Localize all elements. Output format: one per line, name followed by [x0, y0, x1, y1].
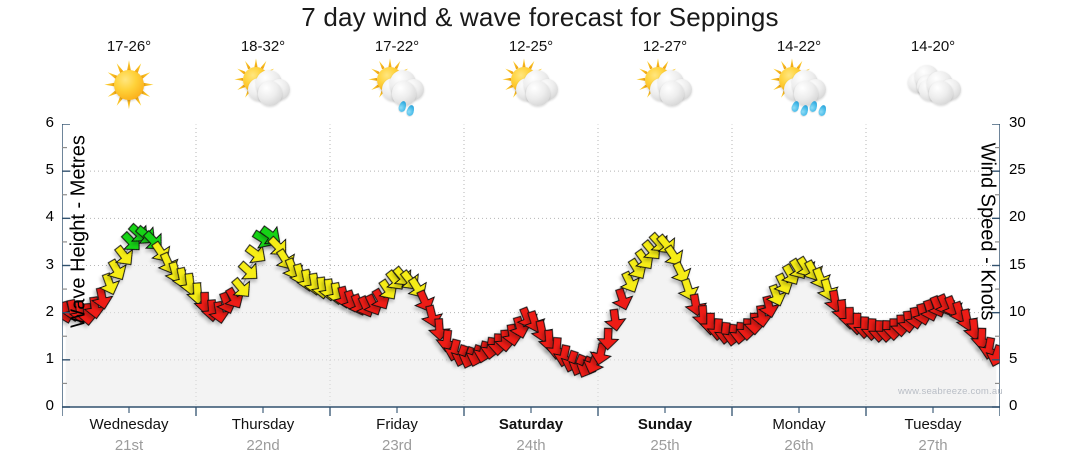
- day-label-sunday: Sunday 25th: [598, 414, 732, 470]
- wind-arrow: [596, 327, 620, 351]
- sun-cloud-rain-icon: [762, 57, 836, 117]
- day-label-wednesday: Wednesday 21st: [62, 414, 196, 470]
- wind-arrow: [603, 308, 627, 332]
- left-tick-4: 4: [45, 208, 54, 226]
- day-label-friday: Friday 23rd: [330, 414, 464, 470]
- day-name: Saturday: [498, 416, 564, 433]
- wind-arrow: [757, 295, 781, 319]
- day-label-strip: Wednesday 21st Thursday 22nd Friday 23rd Satur…: [62, 414, 1000, 470]
- wind-arrow: [619, 270, 641, 293]
- chart-title: 7 day wind & wave forecast for Seppings: [301, 2, 779, 32]
- wind-arrow: [114, 244, 134, 266]
- cloud-icon: [226, 57, 300, 115]
- right-tick-20: 20: [1009, 208, 1026, 226]
- day-name: Wednesday: [89, 416, 169, 433]
- day-header-strip: 17-26° 18-32° 17-22° 12-25° 12-27° 14-22° 14-2…: [62, 38, 1000, 124]
- wind-arrow: [611, 287, 634, 311]
- chart-canvas: [62, 124, 1000, 416]
- left-tick-0: 0: [45, 397, 54, 414]
- cloud-front-icon: [896, 57, 970, 115]
- sun-icon: [92, 57, 166, 115]
- right-tick-5: 5: [1009, 349, 1018, 367]
- day-label-thursday: Thursday 22nd: [196, 414, 330, 470]
- cloud-icon: [494, 57, 568, 115]
- rain-drops-icon: [762, 57, 836, 117]
- wind-arrow: [106, 258, 127, 281]
- cloud-icon: [360, 57, 434, 115]
- day-name: Monday: [772, 416, 826, 433]
- day-label-tuesday: Tuesday 27th: [866, 414, 1000, 470]
- day-date: 21st: [114, 437, 144, 454]
- right-axis-label: Wind Speed - Knots: [976, 142, 999, 321]
- right-tick-0: 0: [1009, 397, 1018, 414]
- right-tick-25: 25: [1009, 161, 1026, 179]
- day-header-thursday: 18-32°: [196, 38, 330, 124]
- temperature-range: 18-32°: [240, 38, 286, 55]
- left-tick-2: 2: [45, 302, 54, 320]
- wind-arrow: [98, 272, 121, 296]
- plot-area: Wave Height - Metres Wind Speed - Knots: [62, 124, 1000, 416]
- wind-arrow: [985, 344, 1000, 367]
- day-name: Sunday: [637, 416, 693, 433]
- temperature-range: 12-25°: [508, 38, 554, 55]
- day-name: Tuesday: [904, 416, 962, 433]
- right-tick-10: 10: [1009, 302, 1026, 320]
- site-watermark: www.seabreeze.com.au: [898, 386, 1003, 397]
- day-header-friday: 17-22°: [330, 38, 464, 124]
- left-tick-3: 3: [45, 255, 54, 273]
- wind-arrow: [231, 276, 251, 297]
- day-name: Friday: [376, 416, 418, 433]
- right-tick-15: 15: [1009, 255, 1026, 273]
- day-date: 26th: [784, 437, 814, 454]
- day-date: 25th: [650, 437, 680, 454]
- day-label-monday: Monday 26th: [732, 414, 866, 470]
- left-tick-1: 1: [45, 349, 54, 367]
- day-header-wednesday: 17-26°: [62, 38, 196, 124]
- wind-arrow: [765, 283, 788, 307]
- wind-arrow: [237, 260, 258, 280]
- day-header-tuesday: 14-20°: [866, 38, 1000, 124]
- temperature-range: 14-22°: [776, 38, 822, 55]
- temperature-range: 17-22°: [374, 38, 420, 55]
- wind-arrow: [670, 261, 692, 284]
- temperature-range: 12-27°: [642, 38, 688, 55]
- day-date: 24th: [516, 437, 546, 454]
- left-axis-label: Wave Height - Metres: [67, 135, 90, 328]
- cloudy-icon: [896, 57, 970, 115]
- left-tick-6: 6: [45, 114, 54, 131]
- day-header-saturday: 12-25°: [464, 38, 598, 124]
- day-name: Thursday: [231, 416, 295, 433]
- day-header-sunday: 12-27°: [598, 38, 732, 124]
- day-date: 22nd: [246, 437, 280, 454]
- right-tick-30: 30: [1009, 114, 1026, 131]
- sun-cloud-rain-icon: [360, 57, 434, 117]
- cloud-icon: [628, 57, 702, 115]
- day-label-saturday: Saturday 24th: [464, 414, 598, 470]
- cloud-icon: [762, 57, 836, 115]
- day-header-monday: 14-22°: [732, 38, 866, 124]
- sun-cloud-icon: [628, 57, 702, 115]
- day-date: 27th: [918, 437, 948, 454]
- temperature-range: 14-20°: [910, 38, 956, 55]
- day-date: 23rd: [381, 437, 413, 454]
- wind-arrow: [244, 244, 266, 264]
- sun-cloud-icon: [494, 57, 568, 115]
- wind-arrow: [664, 244, 684, 266]
- left-tick-5: 5: [45, 161, 54, 179]
- sun-cloud-icon: [226, 57, 300, 115]
- temperature-range: 17-26°: [106, 38, 152, 55]
- rain-drops-icon: [360, 57, 434, 117]
- wind-arrow: [208, 300, 231, 324]
- sun-icon: [92, 57, 166, 115]
